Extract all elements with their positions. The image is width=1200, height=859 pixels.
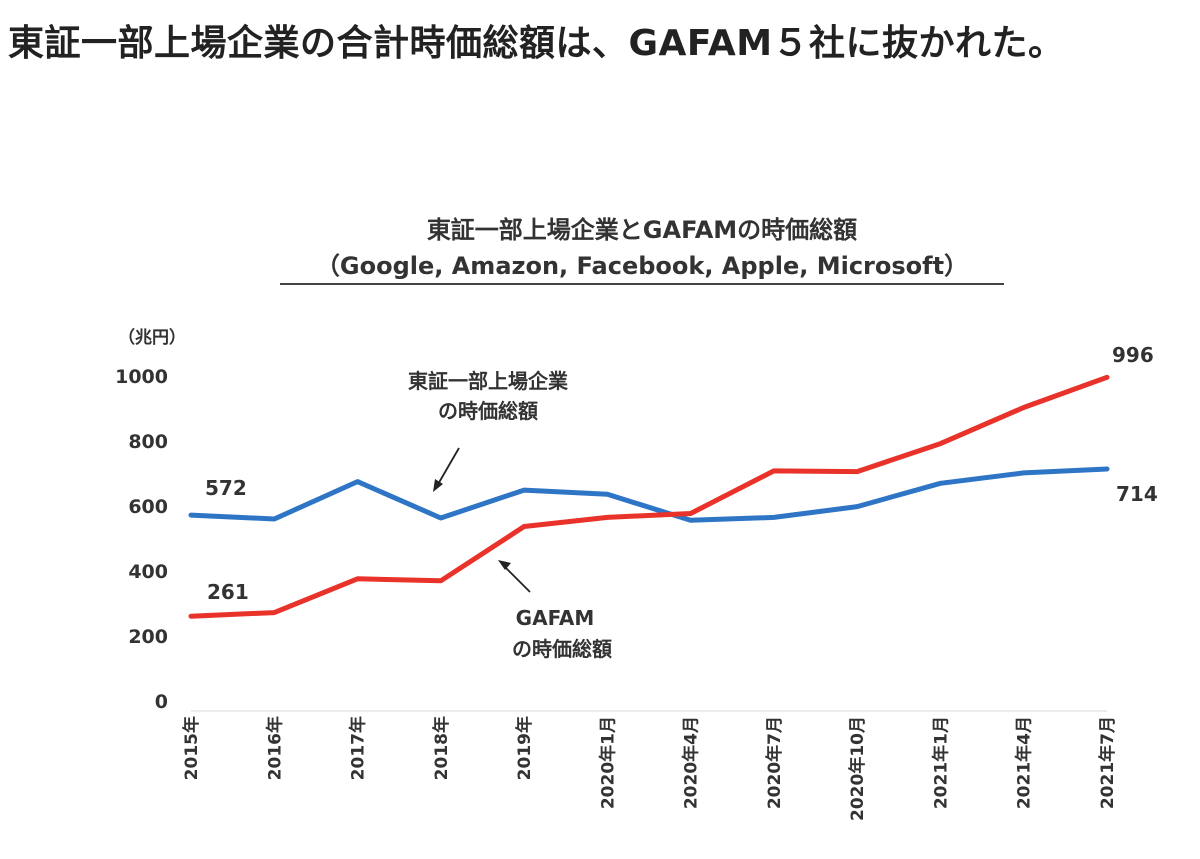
title-underline [280,283,1004,285]
x-axis: 2015年 2016年 2017年 2018年 2019年 2020年1月 2020年4月 2… [181,710,1118,821]
annotation-tse-line2: の時価総額 [438,399,538,423]
y-tick-label: 1000 [115,366,168,388]
annotation-gafam-arrow [498,560,531,593]
x-tick-label: 2018年 [431,716,452,780]
data-label-gafam-end: 996 [1112,343,1154,367]
series-line-tse [188,466,1110,523]
x-tick-label: 2019年 [514,716,535,780]
annotation-gafam-line2: の時価総額 [512,637,612,661]
x-tick-label: 2020年10月 [847,716,868,821]
y-tick-label: 200 [128,626,168,648]
x-tick-label: 2021年7月 [1097,716,1118,809]
annotation-tse-arrow [433,447,460,492]
annotation-tse-line1: 東証一部上場企業 [408,369,569,393]
y-tick-label: 800 [128,431,168,453]
data-label-tse-end: 714 [1116,482,1158,506]
x-tick-label: 2020年1月 [597,716,618,809]
y-axis: （兆円） 0 200 400 600 800 1000 [115,327,186,713]
chart-title: 東証一部上場企業とGAFAMの時価総額 [426,216,858,244]
x-tick-label: 2021年1月 [930,716,951,809]
x-tick-label: 2020年4月 [681,716,702,809]
y-tick-label: 0 [155,691,168,713]
annotation-gafam-line1: GAFAM [516,606,595,630]
series-line-gafam [188,374,1110,619]
x-tick-label: 2017年 [348,716,369,780]
x-tick-label: 2016年 [264,716,285,780]
chart-subtitle: （Google, Amazon, Facebook, Apple, Micros… [315,252,969,280]
x-tick-label: 2021年4月 [1014,716,1035,809]
page-title: 東証一部上場企業の合計時価総額は、GAFAM５社に抜かれた。 [8,23,1065,64]
y-tick-label: 400 [128,561,168,583]
series-lines [188,374,1110,619]
data-label-gafam-start: 261 [207,580,249,604]
x-tick-label: 2020年7月 [764,716,785,809]
unit-label: （兆円） [118,327,186,348]
y-tick-label: 600 [128,496,168,518]
x-tick-label: 2015年 [181,716,202,780]
data-label-tse-start: 572 [205,476,247,500]
